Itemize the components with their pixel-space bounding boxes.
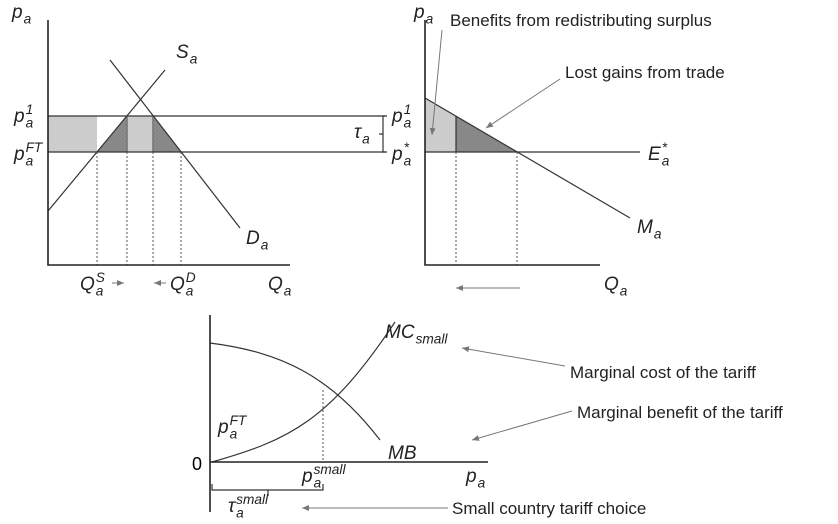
label-sub: a [620,284,628,299]
label-sup: FT [26,140,44,155]
label-sup: FT [230,413,248,428]
arrow [461,346,566,367]
label-sub: a [24,12,32,27]
label-sub: a [261,238,269,253]
guide-lines [455,152,518,265]
import-demand-curve [424,97,631,219]
annotation: Lost gains from trade [565,63,725,82]
label: p [465,466,477,487]
shaded-area [425,98,456,152]
label-sub: a [404,116,412,131]
shaded-area [48,116,97,152]
label: p [13,106,25,127]
guide-lines [96,116,182,265]
label: p [301,466,313,487]
label-sup: 1 [404,102,412,117]
axes [209,315,488,512]
marginal-benefit-curve [209,342,381,441]
annotation: Small country tariff choice [452,499,646,518]
label-sup: S [96,270,105,285]
label: p [413,2,425,23]
label: D [246,228,260,249]
label: Q [170,274,185,295]
label-sub: a [190,52,198,67]
axes [47,20,290,266]
label-sub: a [236,506,244,521]
label: Q [604,274,619,295]
label-sup: D [186,270,196,285]
axes [424,20,600,266]
label-sub: a [362,132,370,147]
label-sub: a [662,154,670,169]
supply-curve [47,69,166,212]
annotation: Marginal benefit of the tariff [577,403,783,422]
label: p [13,144,25,165]
label: M [637,217,653,238]
annotation: Marginal cost of the tariff [570,363,756,382]
label-sub: a [230,427,238,442]
label-sup: * [404,140,410,155]
origin-label: 0 [192,454,202,474]
annotation: Benefits from redistributing surplus [450,11,712,30]
label-sub: a [314,476,322,491]
label: Q [80,274,95,295]
label: p [11,2,23,23]
arrow [471,410,573,441]
label: τ [354,122,363,143]
label-sup: small [236,492,269,507]
label-sub: a [186,284,194,299]
label: S [176,42,189,63]
label-sub: a [404,154,412,169]
label-sub: a [478,476,486,491]
demand-curve [109,59,241,229]
label: p [391,106,403,127]
label-sup: 1 [26,102,34,117]
label: Q [268,274,283,295]
label-sub: a [26,116,34,131]
label: τ [228,496,237,517]
label-sub: a [426,12,434,27]
label: MB [388,443,417,464]
label: E [648,144,661,165]
marginal-cost-curve [211,321,396,463]
label: p [217,417,229,438]
bracket [379,115,387,153]
label-sub: small [416,332,449,347]
bracket [211,484,324,496]
label: MC [385,322,415,343]
arrow [485,78,561,129]
label-sup: * [662,140,668,155]
label-sub: a [26,154,34,169]
label-sub: a [284,284,292,299]
label-sup: small [314,462,347,477]
label-sub: a [654,227,662,242]
label-sub: a [96,284,104,299]
label: p [391,144,403,165]
shaded-area [126,115,154,153]
arrow [429,29,443,136]
